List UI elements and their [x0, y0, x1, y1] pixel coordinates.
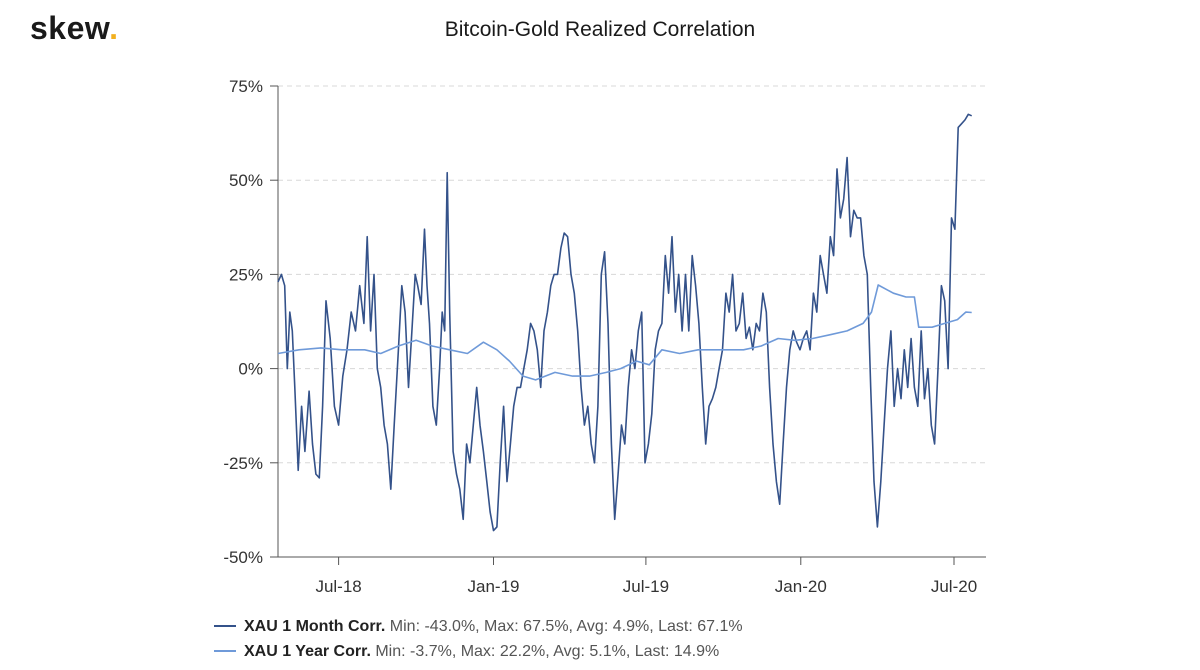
- legend-series-name: XAU 1 Month Corr.: [244, 618, 386, 635]
- y-tick-label: -50%: [223, 548, 263, 567]
- x-tick-label: Jan-19: [468, 577, 520, 596]
- x-tick-label: Jul-19: [623, 577, 669, 596]
- legend-item-year[interactable]: XAU 1 Year Corr. Min: -3.7%, Max: 22.2%,…: [214, 643, 719, 661]
- x-tick-label: Jan-20: [775, 577, 827, 596]
- y-tick-label: 25%: [229, 265, 263, 284]
- y-tick-label: 50%: [229, 171, 263, 190]
- y-tick-label: 0%: [238, 360, 263, 379]
- series-line-1-month-corr: [277, 113, 973, 532]
- legend-series-stats: Min: -3.7%, Max: 22.2%, Avg: 5.1%, Last:…: [375, 643, 720, 660]
- x-tick-label: Jul-18: [315, 577, 361, 596]
- x-tick-label: Jul-20: [931, 577, 977, 596]
- legend-series-stats: Min: -43.0%, Max: 67.5%, Avg: 4.9%, Last…: [389, 618, 743, 635]
- y-tick-label: -25%: [223, 454, 263, 473]
- legend-item-month[interactable]: XAU 1 Month Corr. Min: -43.0%, Max: 67.5…: [214, 618, 743, 636]
- chart-title: Bitcoin-Gold Realized Correlation: [444, 18, 756, 41]
- logo-dot: .: [109, 10, 119, 46]
- legend-swatch-month: [214, 624, 236, 627]
- skew-logo: skew.: [30, 10, 119, 46]
- legend-swatch-year: [214, 649, 236, 652]
- y-tick-label: 75%: [229, 77, 263, 96]
- legend-series-name: XAU 1 Year Corr.: [244, 643, 371, 660]
- series-line-1-year-corr: [277, 284, 972, 381]
